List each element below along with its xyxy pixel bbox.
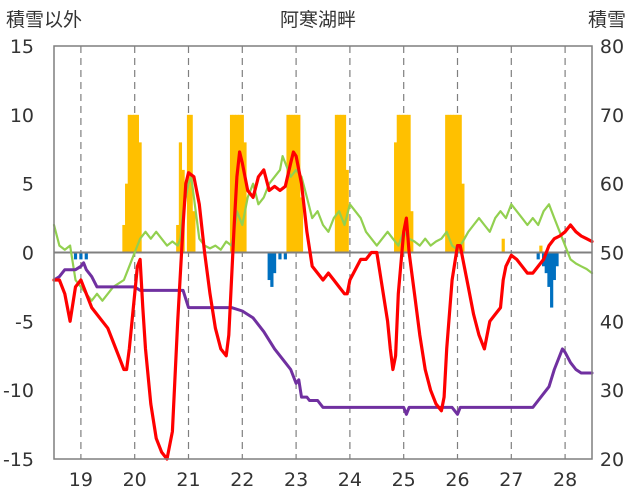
precip-bar-positive (399, 114, 403, 253)
right-axis-title: 積雪 (588, 9, 626, 31)
precip-bar-positive (404, 114, 408, 253)
series-line-green-series (52, 155, 594, 302)
precip-bar-positive (238, 114, 242, 253)
precip-bar-negative (267, 252, 271, 281)
right-y-tick-label: 80 (600, 36, 624, 58)
precip-bar-negative (544, 252, 548, 274)
precip-bar-negative (84, 252, 88, 260)
x-tick-label: 20 (123, 469, 147, 491)
precip-bar-positive (232, 114, 236, 253)
x-tick-label: 21 (176, 469, 200, 491)
precip-bar-positive (394, 142, 398, 253)
left-y-tick-label: 10 (10, 105, 34, 127)
precip-bar-negative (552, 252, 556, 281)
precip-bar-positive (407, 114, 411, 253)
precip-bar-positive (229, 114, 234, 253)
precip-bar-positive (135, 114, 139, 253)
precip-bar-positive (410, 211, 414, 253)
precip-bar-positive (453, 114, 457, 253)
precip-bar-positive (447, 114, 452, 253)
precip-bar-negative (536, 252, 540, 260)
precip-bar-positive (458, 114, 462, 253)
x-tick-label: 19 (69, 469, 93, 491)
series-line-snow-depth (52, 261, 594, 416)
precip-bar-positive (334, 114, 339, 253)
right-y-tick-label: 40 (600, 311, 624, 333)
chart-title: 阿寒湖畔 (280, 9, 356, 31)
precip-bar-negative (272, 252, 277, 274)
precip-bar-positive (133, 114, 137, 253)
right-y-tick-label: 30 (600, 380, 624, 402)
precip-bar-positive (402, 114, 406, 253)
precip-bar-positive (240, 114, 244, 253)
left-y-tick-label: -5 (15, 311, 34, 333)
left-y-tick-label: -10 (3, 380, 34, 402)
x-tick-label: 25 (392, 469, 416, 491)
precip-bar-positive (501, 238, 505, 253)
precip-bar-negative (555, 252, 559, 267)
precip-bar-positive (461, 183, 465, 253)
precipitation-bars (73, 114, 559, 308)
x-tick-label: 24 (338, 469, 362, 491)
series-line-temperature (52, 150, 594, 461)
x-tick-label: 22 (230, 469, 254, 491)
precip-bar-positive (286, 114, 290, 253)
left-y-tick-label: 0 (22, 243, 34, 265)
x-tick-label: 27 (499, 469, 523, 491)
precip-bar-positive (340, 114, 344, 253)
precip-bar-positive (291, 114, 296, 253)
precip-bar-positive (396, 114, 400, 253)
precip-bar-negative (547, 252, 551, 287)
precip-bar-positive (192, 211, 196, 253)
precip-bar-positive (445, 114, 449, 253)
precip-bar-positive (289, 114, 293, 253)
left-y-tick-label: -15 (3, 449, 34, 471)
series-lines (52, 150, 594, 461)
axis-labels: 19 20 21 22 23 24 25 26 27 28151050-5-10-15807060… (3, 9, 626, 491)
right-y-tick-label: 60 (600, 174, 624, 196)
left-y-tick-label: 15 (10, 36, 34, 58)
precip-bar-positive (243, 142, 247, 253)
precip-bar-positive (130, 114, 134, 253)
precip-bar-positive (294, 114, 298, 253)
x-tick-label: 26 (445, 469, 469, 491)
precip-bar-negative (283, 252, 287, 260)
precip-bar-positive (450, 114, 454, 253)
right-y-tick-label: 50 (600, 243, 624, 265)
precip-bar-positive (342, 114, 347, 253)
precip-bar-positive (127, 114, 131, 253)
plot-frame (53, 45, 593, 460)
precip-bar-positive (297, 114, 301, 253)
precip-bar-positive (176, 224, 180, 253)
precip-bar-positive (539, 245, 543, 253)
precip-bar-negative (270, 252, 274, 287)
right-y-tick-label: 70 (600, 105, 624, 127)
precip-bar-positive (138, 142, 142, 253)
precip-bar-negative (278, 252, 282, 260)
x-tick-label: 28 (553, 469, 577, 491)
precip-bar-negative (73, 252, 78, 260)
precip-bar-positive (178, 142, 183, 253)
left-axis-title: 積雪以外 (6, 9, 82, 31)
left-y-tick-label: 5 (22, 174, 34, 196)
precip-bar-negative (550, 252, 554, 308)
x-tick-label: 23 (284, 469, 308, 491)
precip-bar-positive (455, 114, 460, 253)
precip-bar-positive (337, 114, 341, 253)
precip-bar-positive (299, 197, 304, 253)
right-y-tick-label: 20 (600, 449, 624, 471)
precip-bar-positive (125, 183, 129, 253)
precip-bar-negative (79, 252, 83, 260)
precip-bar-positive (122, 224, 126, 253)
